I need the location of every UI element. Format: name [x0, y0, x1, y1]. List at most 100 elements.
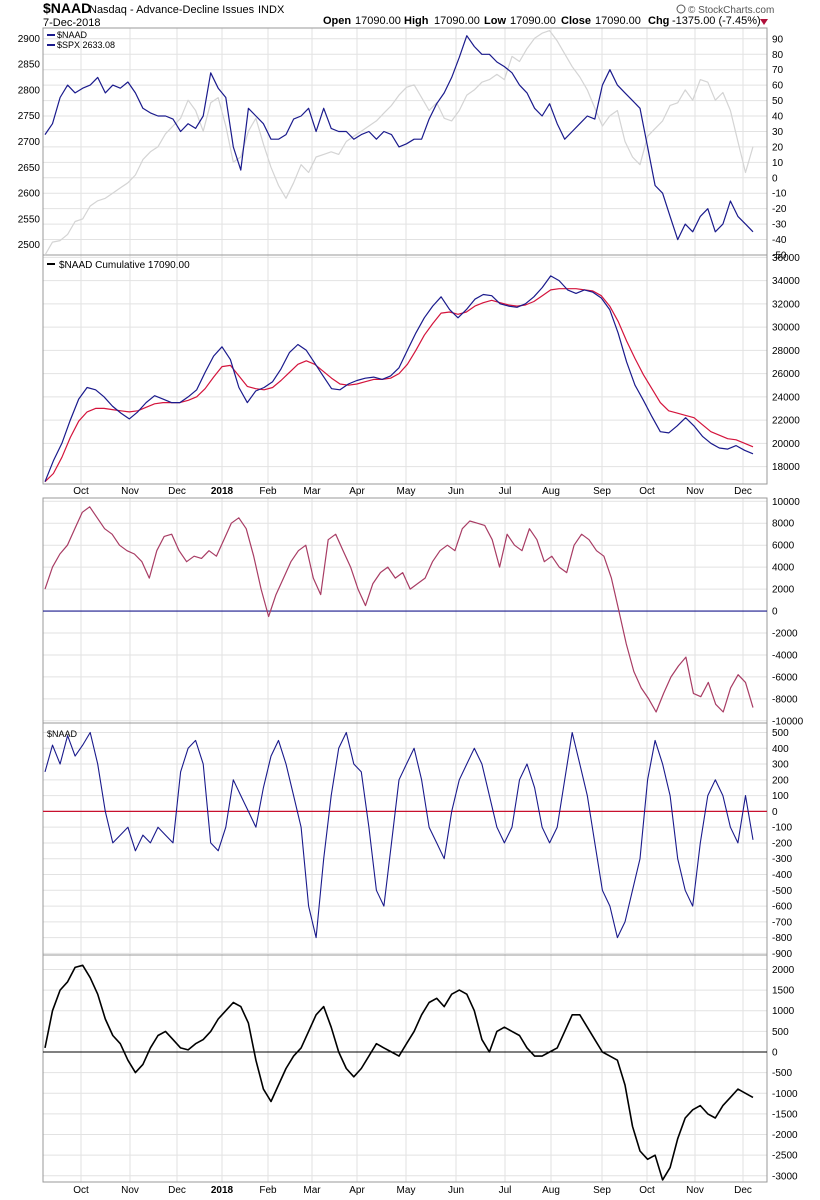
tick-p2-right-9: 36000: [772, 253, 800, 264]
tick-p3-right-10: 10000: [772, 497, 800, 508]
tick-p2-right-0: 18000: [772, 462, 800, 473]
month-label-a-12: Oct: [639, 486, 655, 497]
tick-p1-right-0: -50: [772, 251, 787, 262]
tick-p4-right-1: -800: [772, 933, 792, 944]
chart-header: $NAAD Nasdaq - Advance-Decline Issues IN…: [43, 0, 774, 29]
tick-p4-right-5: -400: [772, 870, 792, 881]
month-label-a-4: Feb: [259, 486, 277, 497]
tick-p5-right-4: -1000: [772, 1089, 798, 1100]
tick-p2-right-8: 34000: [772, 276, 800, 287]
tick-p5-right-3: -1500: [772, 1109, 798, 1120]
tick-p2-right-3: 24000: [772, 392, 800, 403]
tick-p1-right-5: 0: [772, 173, 778, 184]
tick-p1-right-6: 10: [772, 158, 784, 169]
high-value: 17090.00: [434, 15, 480, 27]
tick-p1-right-8: 30: [772, 127, 784, 138]
symbol-title: $NAAD: [43, 0, 91, 16]
tick-p4-right-10: 100: [772, 791, 789, 802]
month-label-a-10: Aug: [542, 486, 560, 497]
tick-p1-left-3: 2650: [18, 163, 41, 174]
month-label-a-13: Nov: [686, 486, 704, 497]
tick-p4-right-9: 0: [772, 807, 778, 818]
down-arrow-icon: [760, 19, 768, 25]
tick-p1-right-2: -30: [772, 220, 787, 231]
brand-label: © StockCharts.com: [688, 5, 774, 16]
tick-p3-right-8: 6000: [772, 541, 795, 552]
panel4-legend: $NAAD: [47, 729, 78, 739]
tick-p1-left-5: 2750: [18, 111, 41, 122]
month-label-a-2: Dec: [168, 486, 186, 497]
month-label-b-9: Jul: [499, 1185, 512, 1196]
tick-p4-right-3: -600: [772, 902, 792, 913]
exchange-label: INDX: [258, 4, 285, 16]
panel-frames: [42, 27, 768, 1183]
tick-p1-right-4: -10: [772, 189, 787, 200]
panel5-line: [44, 964, 754, 1181]
tick-p4-right-13: 400: [772, 744, 789, 755]
panel-frame-2: [42, 254, 768, 485]
stockcharts-logo-icon: [676, 4, 686, 14]
tick-p4-right-6: -300: [772, 854, 792, 865]
month-label-b-1: Nov: [121, 1185, 139, 1196]
tick-p3-right-6: 2000: [772, 585, 795, 596]
tick-p3-right-9: 8000: [772, 519, 795, 530]
month-label-b-13: Nov: [686, 1185, 704, 1196]
naad-line: [44, 35, 754, 241]
tick-p1-right-14: 90: [772, 34, 784, 45]
tick-p1-left-0: 2500: [18, 240, 41, 251]
month-label-b-3: 2018: [211, 1185, 234, 1196]
tick-p3-right-4: -2000: [772, 629, 798, 640]
tick-p1-left-4: 2700: [18, 137, 41, 148]
tick-p2-right-1: 20000: [772, 439, 800, 450]
panel-frame-4: [42, 722, 768, 956]
tick-p3-right-2: -6000: [772, 672, 798, 683]
chart-date: 7-Dec-2018: [43, 17, 100, 29]
tick-p4-right-14: 500: [772, 728, 789, 739]
tick-p4-right-4: -500: [772, 886, 792, 897]
low-value: 17090.00: [510, 15, 556, 27]
tick-p5-right-2: -2000: [772, 1130, 798, 1141]
low-label: Low: [484, 15, 506, 27]
tick-p1-right-13: 80: [772, 50, 784, 61]
tick-p1-right-11: 60: [772, 81, 784, 92]
month-label-a-5: Mar: [303, 486, 321, 497]
tick-p1-left-2: 2600: [18, 189, 41, 200]
panel4-legend-text: $NAAD: [47, 729, 78, 739]
tick-p3-right-7: 4000: [772, 563, 795, 574]
tick-p3-right-5: 0: [772, 607, 778, 618]
axis-ticks: -50-40-30-20-100102030405060708090250025…: [18, 34, 804, 1196]
panel-frame-1: [42, 27, 768, 256]
tick-p2-right-4: 26000: [772, 369, 800, 380]
tick-p5-right-5: -500: [772, 1068, 792, 1079]
tick-p1-left-7: 2850: [18, 60, 41, 71]
tick-p5-right-10: 2000: [772, 965, 795, 976]
month-label-b-8: Jun: [448, 1185, 464, 1196]
tick-p4-right-2: -700: [772, 917, 792, 928]
month-label-b-0: Oct: [73, 1185, 89, 1196]
tick-p1-left-1: 2550: [18, 214, 41, 225]
tick-p5-right-1: -2500: [772, 1151, 798, 1162]
month-label-b-5: Mar: [303, 1185, 321, 1196]
panel3-line: [44, 506, 754, 713]
tick-p1-right-3: -20: [772, 204, 787, 215]
month-label-b-7: May: [397, 1185, 416, 1196]
month-label-b-12: Oct: [639, 1185, 655, 1196]
month-label-a-3: 2018: [211, 486, 234, 497]
tick-p5-right-0: -3000: [772, 1171, 798, 1182]
spx-line: [44, 30, 754, 256]
tick-p4-right-8: -100: [772, 823, 792, 834]
month-label-a-6: Apr: [349, 486, 365, 497]
tick-p1-right-10: 50: [772, 96, 784, 107]
tick-p3-right-3: -4000: [772, 650, 798, 661]
high-label: High: [404, 15, 429, 27]
month-label-b-10: Aug: [542, 1185, 560, 1196]
month-label-b-2: Dec: [168, 1185, 186, 1196]
tick-p4-right-7: -200: [772, 838, 792, 849]
month-label-a-7: May: [397, 486, 416, 497]
tick-p4-right-12: 300: [772, 760, 789, 771]
month-label-b-11: Sep: [593, 1185, 611, 1196]
tick-p5-right-7: 500: [772, 1027, 789, 1038]
panel4-line: [44, 731, 754, 939]
tick-p5-right-8: 1000: [772, 1006, 795, 1017]
